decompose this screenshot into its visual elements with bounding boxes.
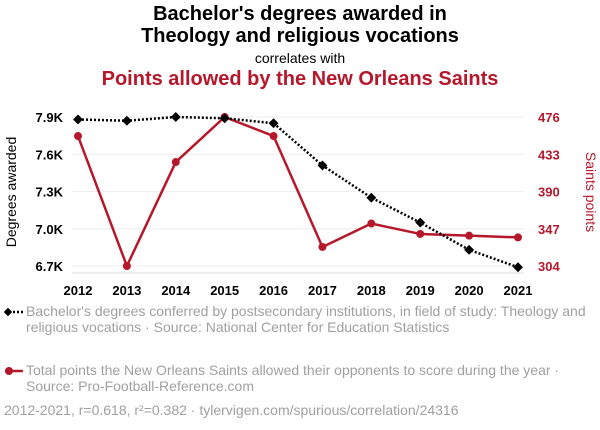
data-point-degrees: [170, 112, 181, 122]
x-tick-label: 2012: [64, 283, 93, 298]
y-left-tick-label: 7.3K: [36, 185, 64, 200]
chart-title-line1: Bachelor's degrees awarded in: [153, 3, 447, 25]
data-point-saints: [416, 229, 425, 238]
y-right-tick-label: 304: [538, 259, 560, 274]
series-line-degrees: [77, 115, 519, 269]
x-tick-label: 2014: [161, 283, 191, 298]
y-left-tick-label: 7.9K: [36, 110, 64, 125]
y-left-tick-label: 7.6K: [36, 147, 64, 162]
chart-subtitle: correlates with: [254, 50, 346, 66]
legend-marker-saints: [5, 367, 23, 375]
line-chart: 6.7K 7.0K 7.3K 7.6K 7.9K 304 347 390 433 476 2012 2…: [3, 110, 599, 298]
data-point-saints: [367, 219, 376, 228]
chart-footer: 2012-2021, r=0.618, r²=0.382 · tylervige…: [4, 402, 459, 418]
chart-title-line2: Theology and religious vocations: [141, 25, 459, 47]
x-tick-label: 2015: [210, 283, 239, 298]
x-tick-label: 2018: [357, 283, 386, 298]
data-point-degrees: [219, 113, 230, 124]
legend-label-saints: Total points the New Orleans Saints allo…: [26, 362, 560, 394]
data-point-saints: [269, 132, 278, 141]
x-tick-label: 2021: [504, 283, 533, 298]
y-right-tick-label: 390: [538, 185, 560, 200]
data-point-degrees: [317, 160, 328, 171]
y-left-axis-title: Degrees awarded: [3, 137, 19, 248]
data-point-degrees: [73, 114, 83, 125]
legend-marker-degrees: [4, 308, 23, 317]
data-point-saints: [465, 231, 474, 240]
x-tick-label: 2019: [406, 283, 435, 298]
y-right-axis-title: Saints points: [583, 152, 599, 232]
data-point-saints: [74, 132, 82, 141]
y-left-tick-label: 6.7K: [36, 259, 64, 274]
chart-title-secondary: Points allowed by the New Orleans Saints: [101, 68, 499, 90]
y-left-tick-label: 7.0K: [36, 222, 64, 237]
y-right-tick-label: 433: [538, 147, 560, 162]
x-tick-label: 2017: [308, 283, 337, 298]
x-tick-label: 2020: [455, 283, 484, 298]
data-point-saints: [318, 242, 327, 251]
data-point-degrees: [513, 262, 523, 273]
y-right-tick-label: 347: [538, 222, 560, 237]
data-point-degrees: [121, 115, 132, 126]
data-point-degrees: [366, 192, 377, 203]
y-right-tick-label: 476: [538, 110, 560, 125]
legend-label-degrees: Bachelor's degrees conferred by postseco…: [26, 303, 586, 335]
data-point-saints: [514, 233, 522, 242]
x-tick-label: 2016: [259, 283, 288, 298]
data-point-degrees: [464, 244, 475, 255]
data-point-saints: [171, 158, 180, 167]
x-tick-label: 2013: [112, 283, 141, 298]
data-point-degrees: [415, 217, 426, 228]
data-point-saints: [122, 262, 131, 270]
